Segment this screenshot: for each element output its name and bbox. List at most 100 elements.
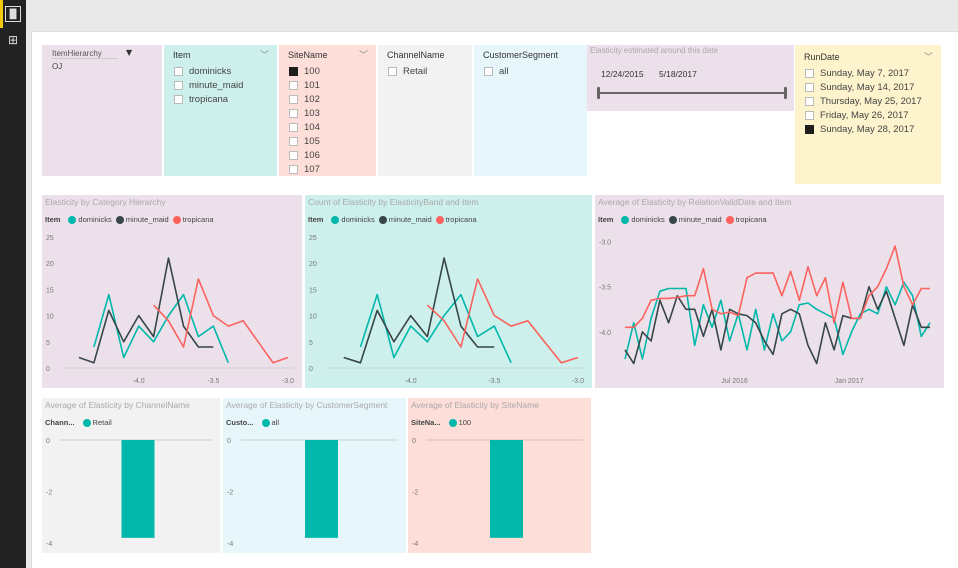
report-view-icon[interactable]: ▐▌ [5,6,21,22]
slicer-option[interactable]: 106 [289,148,320,162]
legend-label: minute_maid [125,215,169,224]
slicer-option[interactable]: 104 [289,120,320,134]
y-tick-label: 5 [309,340,313,347]
end-date[interactable]: 5/18/2017 [659,69,697,79]
legend-item[interactable]: minute_maid [115,215,169,224]
x-tick-label: -3.0 [572,378,584,385]
hierarchy-value[interactable]: OJ [52,62,63,71]
series-line-tropicana[interactable] [625,245,930,329]
x-tick-label: -4.0 [133,378,145,385]
bar[interactable] [305,440,338,538]
slicer-option[interactable]: 102 [289,92,320,106]
checkbox[interactable] [289,108,298,118]
chart-title: Average of Elasticity by RelationValidDa… [598,197,792,207]
legend-item[interactable]: dominicks [331,215,375,224]
slicer-title: CustomerSegment [483,50,559,60]
chevron-down-icon[interactable]: ﹀ [923,53,933,63]
chevron-down-icon[interactable]: ﹀ [259,51,269,61]
checkbox[interactable] [484,66,493,76]
slicer-title: RunDate [804,52,840,62]
legend-label: tropicana [182,215,214,224]
range-start-handle[interactable] [597,87,600,99]
chart-title: Average of Elasticity by ChannelName [45,400,190,410]
checkbox[interactable] [805,96,814,106]
slicer-option[interactable]: minute_maid [174,78,243,92]
legend-label: tropicana [735,215,767,224]
x-tick-label: -4.0 [405,378,417,385]
y-tick-label: -2 [46,490,52,497]
range-track [599,92,787,94]
legend-item[interactable]: Retail [82,418,112,427]
y-tick-label: 5 [46,340,50,347]
slicer-option[interactable]: all [484,64,509,78]
item-slicer: Item ﹀ dominicks minute_maid tropicana [164,45,277,176]
legend-dot-icon [261,418,270,427]
slicer-option[interactable]: 100 [289,64,320,78]
checkbox[interactable] [805,110,814,120]
legend-item[interactable]: 100 [448,418,472,427]
relationships-view-icon[interactable]: ⊞ [7,33,19,47]
slicer-option[interactable]: 103 [289,106,320,120]
slicer-option[interactable]: Thursday, May 25, 2017 [805,94,922,108]
slicer-option[interactable]: tropicana [174,92,243,106]
start-date[interactable]: 12/24/2015 [601,69,644,79]
checkbox[interactable] [289,122,298,132]
slicer-option[interactable]: Sunday, May 7, 2017 [805,66,922,80]
slicer-option[interactable]: Sunday, May 14, 2017 [805,80,922,94]
slicer-option[interactable]: dominicks [174,64,243,78]
legend-label: all [271,418,280,427]
checkbox[interactable] [805,124,814,134]
series-line-minute_maid[interactable] [343,257,495,364]
slicer-option[interactable]: 107 [289,162,320,176]
customersegment-slicer: CustomerSegment all [474,45,587,176]
bar[interactable] [490,440,523,538]
slicer-option[interactable]: 105 [289,134,320,148]
item-hierarchy-slicer[interactable]: ItemHierarchy ▼ OJ [42,45,162,176]
legend-title: Chann... [45,418,75,427]
slicer-option[interactable]: 101 [289,78,320,92]
checkbox[interactable] [174,66,183,76]
chart-legend: Item dominicks minute_maid tropicana [308,215,481,224]
legend-item[interactable]: tropicana [435,215,477,224]
option-label: Sunday, May 7, 2017 [820,67,910,79]
checkbox[interactable] [174,94,183,104]
bar[interactable] [121,440,155,538]
option-label: 107 [304,163,320,175]
checkbox[interactable] [174,80,183,90]
legend-label: Retail [92,418,112,427]
legend-item[interactable]: dominicks [621,215,665,224]
series-line-dominicks[interactable] [624,281,931,360]
series-line-tropicana[interactable] [153,278,289,364]
checkbox[interactable] [289,164,298,174]
series-line-minute_maid[interactable] [624,285,930,365]
slicer-option[interactable]: Retail [388,64,427,78]
y-tick-label: -4 [412,541,418,548]
legend-item[interactable]: minute_maid [668,215,722,224]
legend-item[interactable]: all [261,418,280,427]
chevron-down-icon[interactable]: ﹀ [358,51,368,61]
y-tick-label: -3.0 [599,240,611,247]
legend-item[interactable]: tropicana [172,215,214,224]
checkbox[interactable] [289,94,298,104]
checkbox[interactable] [289,80,298,90]
legend-item[interactable]: tropicana [725,215,767,224]
series-line-tropicana[interactable] [426,278,579,364]
slicer-option[interactable]: Sunday, May 28, 2017 [805,122,922,136]
x-tick-label: Jul 2016 [721,378,748,385]
y-tick-label: -2 [227,490,233,497]
dropdown-arrow-icon[interactable]: ▼ [126,48,133,57]
range-end-handle[interactable] [784,87,787,99]
checkbox[interactable] [388,66,397,76]
checkbox[interactable] [805,82,814,92]
legend-item[interactable]: dominicks [68,215,112,224]
checkbox[interactable] [289,66,298,76]
legend-item[interactable]: minute_maid [378,215,432,224]
series-line-dominicks[interactable] [359,293,512,364]
slicer-option[interactable]: Friday, May 26, 2017 [805,108,922,122]
legend-dot-icon [725,215,734,224]
checkbox[interactable] [289,136,298,146]
series-line-minute_maid[interactable] [78,257,214,364]
legend-label: 100 [458,418,472,427]
checkbox[interactable] [289,150,298,160]
checkbox[interactable] [805,68,814,78]
